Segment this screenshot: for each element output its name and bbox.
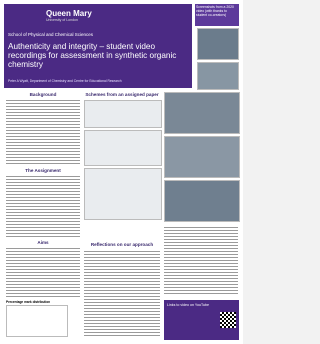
body-text <box>164 226 238 296</box>
body-text <box>6 247 80 297</box>
links-label: Links to video on YouTube <box>167 303 209 307</box>
chart-figure <box>6 305 68 337</box>
author: Peter A Wyatt, Department of Chemistry a… <box>8 79 122 83</box>
title: Authenticity and integrity – student vid… <box>8 42 188 69</box>
logo: Queen Mary <box>46 9 92 18</box>
heading: Schemes from an assigned paper <box>84 92 160 97</box>
video-screenshot <box>164 180 240 222</box>
video-screenshot <box>164 136 240 178</box>
chart-caption: Percentage mark distribution <box>6 300 50 304</box>
scheme-figure <box>84 168 162 220</box>
logo-sub: University of London <box>46 18 78 22</box>
body-text <box>84 250 160 336</box>
video-screenshot <box>197 28 239 60</box>
scheme-figure <box>84 100 162 128</box>
video-screenshot <box>197 62 239 90</box>
school: School of Physical and Chemical Sciences <box>8 32 93 37</box>
video-screenshot <box>164 92 240 134</box>
scheme-figure <box>84 130 162 166</box>
poster: Queen Mary University of London School o… <box>0 0 243 344</box>
heading: Reflections on our approach <box>84 242 160 247</box>
qr-code[interactable] <box>220 312 236 328</box>
body-text <box>6 99 80 165</box>
heading: Aims <box>6 240 80 245</box>
heading: The Assignment <box>6 168 80 173</box>
heading: Background <box>6 92 80 97</box>
body-text <box>6 175 80 237</box>
screenshots-caption: Screenshots from a 2020 video (with than… <box>195 4 239 26</box>
